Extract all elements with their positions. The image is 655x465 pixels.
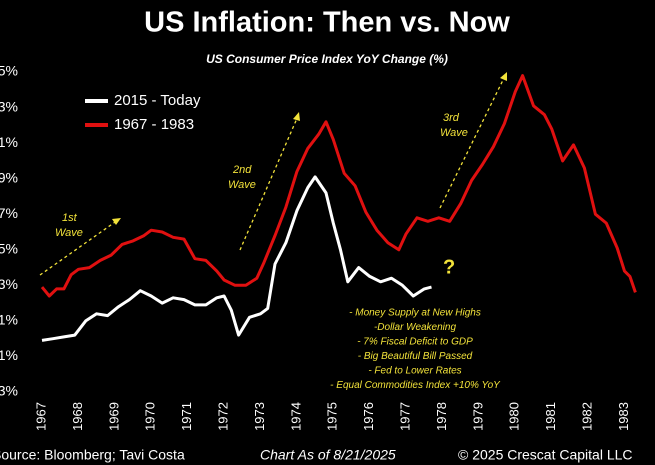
x-tick-label: 1982 <box>580 402 595 431</box>
x-tick-label: 1983 <box>616 402 631 431</box>
series-line <box>40 74 637 298</box>
question-mark: ? <box>443 256 455 278</box>
y-tick-label: 11% <box>0 134 18 150</box>
y-tick-label: 1% <box>0 312 18 328</box>
x-tick-label: 1968 <box>70 402 85 431</box>
x-tick-label: 1975 <box>325 402 340 431</box>
y-tick-label: -3% <box>0 383 18 399</box>
y-tick-label: 13% <box>0 98 18 114</box>
chart-date: Chart As of 8/21/2025 <box>260 447 396 463</box>
note: - Equal Commodities Index +10% YoY <box>330 380 501 391</box>
annotation: 3rd <box>443 112 460 124</box>
x-tick-label: 1977 <box>398 402 413 431</box>
x-tick-label: 1979 <box>470 402 485 431</box>
x-tick-label: 1967 <box>33 402 48 431</box>
annotation: Wave <box>55 227 83 239</box>
x-tick-label: 1969 <box>106 402 121 431</box>
chart-subtitle: US Consumer Price Index YoY Change (%) <box>206 52 448 66</box>
note: - Money Supply at New Highs <box>349 308 481 319</box>
chart-title: US Inflation: Then vs. Now <box>144 7 510 39</box>
x-tick-label: 1981 <box>543 402 558 431</box>
x-tick-label: 1980 <box>507 402 522 431</box>
annotation: 2nd <box>232 164 252 176</box>
y-tick-label: 5% <box>0 240 18 256</box>
x-tick-label: 1971 <box>179 402 194 431</box>
note: -Dollar Weakening <box>374 322 457 333</box>
annotation: Wave <box>228 179 256 191</box>
y-tick-label: -1% <box>0 347 18 363</box>
y-tick-label: 9% <box>0 169 18 185</box>
note: - Fed to Lower Rates <box>368 366 461 377</box>
y-tick-label: 15% <box>0 63 18 79</box>
x-tick-label: 1970 <box>143 402 158 431</box>
legend-label: 1967 - 1983 <box>114 116 194 133</box>
legend-label: 2015 - Today <box>114 92 201 109</box>
copyright: © 2025 Crescat Capital LLC <box>458 447 633 463</box>
series-line <box>41 175 432 342</box>
note: - 7% Fiscal Deficit to GDP <box>357 337 473 348</box>
wave-arrows <box>39 75 506 276</box>
x-tick-label: 1972 <box>215 402 230 431</box>
annotation: 1st <box>62 212 78 224</box>
x-tick-label: 1973 <box>252 402 267 431</box>
annotation: Wave <box>440 127 468 139</box>
y-tick-label: 3% <box>0 276 18 292</box>
x-tick-label: 1978 <box>434 402 449 431</box>
x-tick-label: 1976 <box>361 402 376 431</box>
note: - Big Beautiful Bill Passed <box>358 351 473 362</box>
arrow-heads <box>112 72 507 225</box>
y-tick-label: 7% <box>0 205 18 221</box>
source: Source: Bloomberg; Tavi Costa <box>0 447 185 463</box>
x-tick-label: 1974 <box>288 402 303 431</box>
